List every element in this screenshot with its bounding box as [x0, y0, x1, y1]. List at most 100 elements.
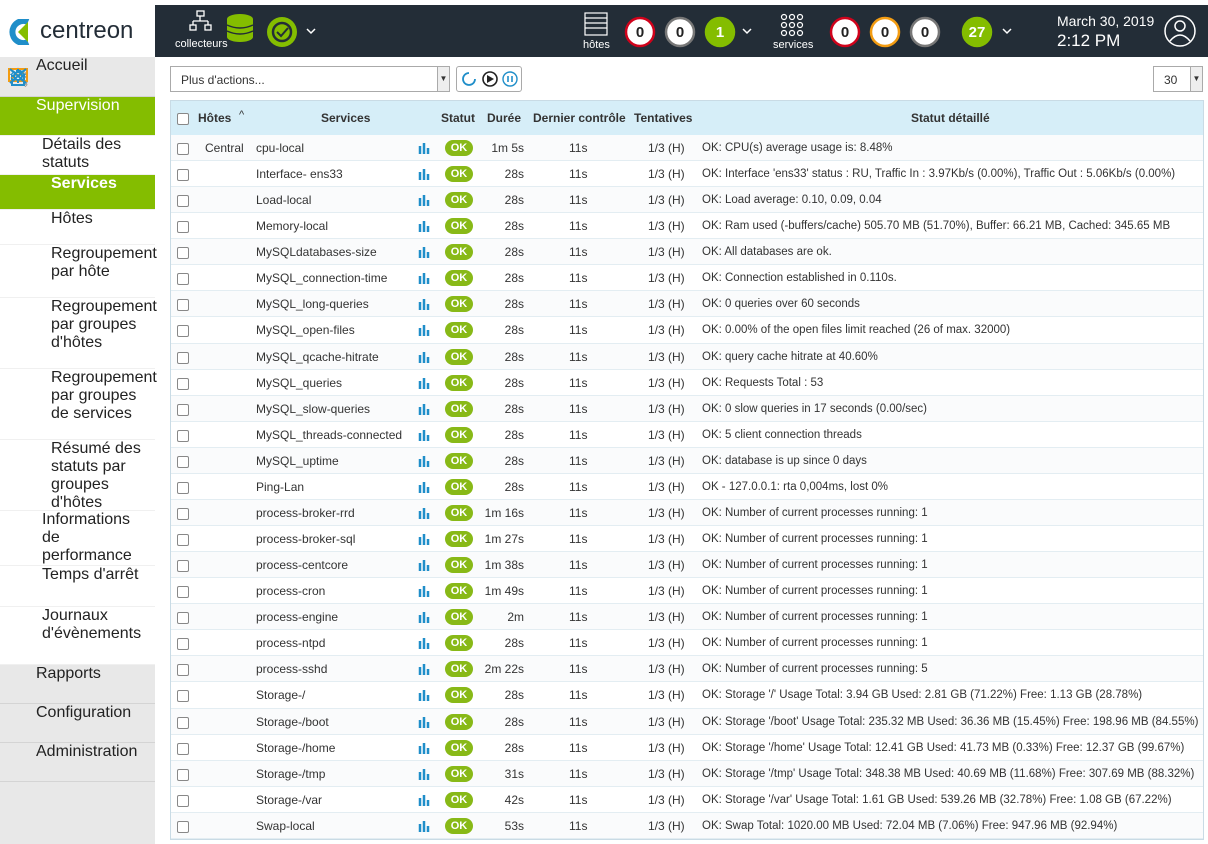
graph-icon[interactable]	[418, 688, 432, 702]
row-checkbox[interactable]	[177, 273, 189, 286]
menu-item[interactable]: Rapports	[0, 68, 155, 704]
row-checkbox[interactable]	[177, 247, 189, 260]
graph-icon[interactable]	[418, 245, 432, 259]
page-size-select[interactable]: 30 ▼	[1153, 66, 1203, 92]
row-checkbox[interactable]	[177, 351, 189, 364]
service-name[interactable]: Swap-local	[256, 818, 315, 833]
service-name[interactable]: process-sshd	[256, 662, 328, 677]
graph-icon[interactable]	[418, 767, 432, 781]
graph-icon[interactable]	[418, 610, 432, 624]
graph-icon[interactable]	[418, 480, 432, 494]
column-header[interactable]: Services	[321, 111, 371, 125]
service-name[interactable]: Load-local	[256, 193, 312, 208]
row-checkbox[interactable]	[177, 481, 189, 494]
menu-item[interactable]: Services	[0, 175, 155, 210]
service-name[interactable]: MySQLdatabases-size	[256, 245, 377, 260]
row-checkbox[interactable]	[177, 143, 189, 155]
row-checkbox[interactable]	[177, 612, 189, 625]
service-name[interactable]: MySQL_threads-connected	[256, 427, 403, 442]
row-checkbox[interactable]	[177, 742, 189, 755]
row-checkbox[interactable]	[177, 586, 189, 599]
graph-icon[interactable]	[418, 350, 432, 364]
row-checkbox[interactable]	[177, 455, 189, 468]
service-name[interactable]: Storage-/tmp	[256, 766, 326, 781]
menu-item[interactable]: Regroupement par groupes de services	[0, 369, 157, 440]
menu-item[interactable]: Configuration	[0, 69, 155, 743]
actions-select[interactable]: Plus d'actions... ▼	[170, 66, 450, 92]
service-count[interactable]: 0	[829, 16, 861, 48]
menu-item[interactable]: Administration	[0, 68, 155, 782]
service-name[interactable]: MySQL_long-queries	[256, 297, 369, 312]
service-name[interactable]: Storage-/home	[256, 740, 336, 755]
menu-item[interactable]: Résumé des statuts par groupes d'hôtes	[0, 440, 155, 511]
service-name[interactable]: process-cron	[256, 584, 326, 599]
graph-icon[interactable]	[418, 584, 432, 598]
menu-item[interactable]: Journaux d'évènements ›	[0, 77, 155, 665]
graph-icon[interactable]	[418, 662, 432, 676]
services-label[interactable]: services	[773, 39, 814, 51]
select-all[interactable]	[177, 113, 189, 125]
host-count[interactable]: 0	[664, 16, 696, 48]
row-checkbox[interactable]	[177, 169, 189, 182]
graph-icon[interactable]	[418, 715, 432, 729]
service-name[interactable]: MySQL_open-files	[256, 323, 355, 338]
graph-icon[interactable]	[418, 532, 432, 546]
graph-icon[interactable]	[418, 193, 432, 207]
row-checkbox[interactable]	[177, 664, 189, 677]
service-name[interactable]: process-centcore	[256, 558, 349, 573]
row-checkbox[interactable]	[177, 768, 189, 781]
menu-item[interactable]: Regroupement par groupes d'hôtes	[0, 298, 157, 369]
graph-icon[interactable]	[418, 219, 432, 233]
graph-icon[interactable]	[418, 558, 432, 572]
graph-icon[interactable]	[418, 454, 432, 468]
row-checkbox[interactable]	[177, 716, 189, 729]
host-name[interactable]: Central	[205, 141, 244, 155]
menu-item[interactable]: Détails des statuts ›	[0, 67, 155, 175]
graph-icon[interactable]	[418, 402, 432, 416]
row-checkbox[interactable]	[177, 638, 189, 651]
graph-icon[interactable]	[418, 819, 432, 833]
service-name[interactable]: MySQL_qcache-hitrate	[256, 349, 379, 364]
pollers-label[interactable]: collecteurs	[175, 38, 228, 50]
service-name[interactable]: Ping-Lan	[256, 479, 305, 494]
hosts-label[interactable]: hôtes	[583, 39, 610, 51]
service-name[interactable]: Memory-local	[256, 219, 329, 234]
row-checkbox[interactable]	[177, 507, 189, 520]
host-count[interactable]: 1	[704, 16, 736, 48]
service-name[interactable]: process-engine	[256, 610, 339, 625]
service-name[interactable]: MySQL_queries	[256, 375, 343, 390]
service-name[interactable]: cpu-local	[256, 141, 305, 155]
column-header[interactable]: Statut	[441, 111, 475, 125]
column-header[interactable]: Tentatives	[634, 111, 693, 125]
row-checkbox[interactable]	[177, 403, 189, 416]
row-checkbox[interactable]	[177, 534, 189, 547]
service-name[interactable]: process-ntpd	[256, 636, 326, 651]
graph-icon[interactable]	[418, 376, 432, 390]
service-name[interactable]: process-broker-rrd	[256, 505, 355, 520]
service-name[interactable]: Storage-/boot	[256, 714, 329, 729]
menu-item[interactable]: Hôtes	[0, 210, 155, 245]
column-header[interactable]: Dernier contrôle	[533, 111, 626, 125]
row-checkbox[interactable]	[177, 325, 189, 338]
service-name[interactable]: Storage-/var	[256, 792, 323, 807]
service-name[interactable]: Interface- ens33	[256, 167, 343, 182]
graph-icon[interactable]	[418, 271, 432, 285]
menu-item[interactable]: Temps d'arrêt ›	[0, 68, 155, 607]
row-checkbox[interactable]	[177, 195, 189, 208]
row-checkbox[interactable]	[177, 690, 189, 703]
row-checkbox[interactable]	[177, 377, 189, 390]
graph-icon[interactable]	[418, 741, 432, 755]
column-header[interactable]: Statut détaillé	[911, 111, 990, 125]
graph-icon[interactable]	[418, 506, 432, 520]
row-checkbox[interactable]	[177, 560, 189, 573]
service-count[interactable]: 27	[961, 16, 993, 48]
menu-item[interactable]: Regroupement par hôte	[0, 245, 157, 298]
row-checkbox[interactable]	[177, 794, 189, 807]
graph-icon[interactable]	[418, 636, 432, 650]
row-checkbox[interactable]	[177, 429, 189, 442]
graph-icon[interactable]	[418, 297, 432, 311]
host-count[interactable]: 0	[624, 16, 656, 48]
service-name[interactable]: MySQL_slow-queries	[256, 401, 371, 416]
service-name[interactable]: Storage-/	[256, 688, 306, 703]
menu-item[interactable]: Informations de performance ›	[0, 75, 155, 566]
